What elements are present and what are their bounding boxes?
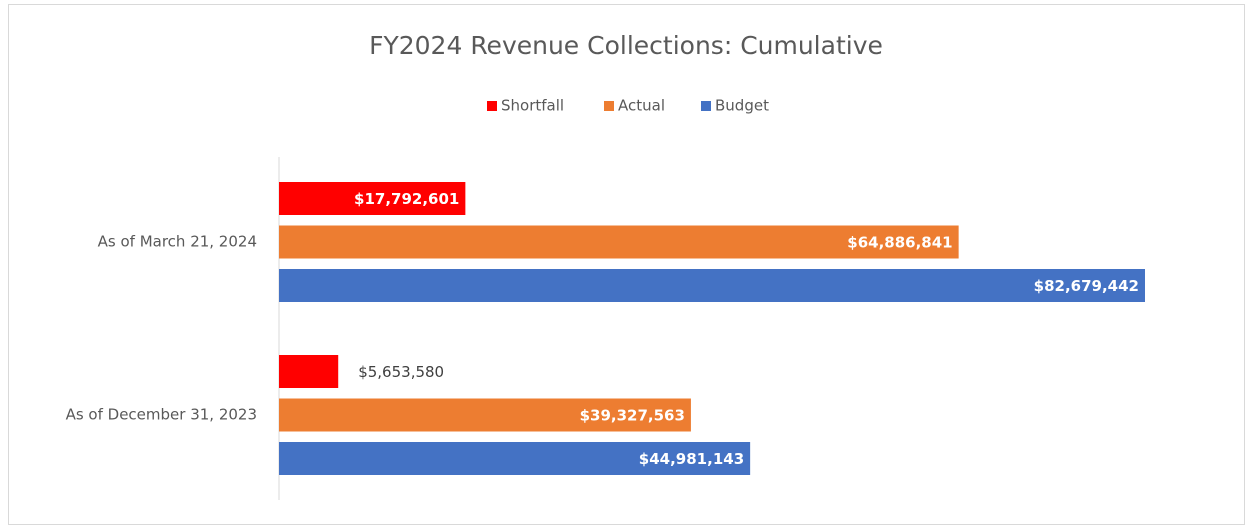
- chart-frame: [8, 4, 1245, 525]
- bar: [279, 398, 691, 432]
- legend-swatch: [604, 101, 614, 111]
- bar: [279, 225, 959, 259]
- bar: [279, 355, 339, 388]
- legend-swatch: [487, 101, 497, 111]
- data-label: $44,981,143: [639, 450, 744, 468]
- data-label: $5,653,580: [358, 363, 444, 381]
- chart-title: FY2024 Revenue Collections: Cumulative: [369, 31, 883, 60]
- data-label: $39,327,563: [580, 407, 685, 425]
- data-label: $82,679,442: [1034, 277, 1139, 295]
- data-label: $17,792,601: [354, 190, 459, 208]
- legend-label: Actual: [618, 97, 665, 115]
- bar: [279, 269, 1145, 302]
- legend-label: Shortfall: [501, 97, 564, 115]
- bar: [279, 182, 466, 215]
- bar: [279, 442, 751, 475]
- legend-label: Budget: [715, 97, 769, 115]
- legend-swatch: [701, 101, 711, 111]
- data-label: $64,886,841: [847, 234, 952, 252]
- category-label: As of December 31, 2023: [66, 406, 257, 424]
- category-label: As of March 21, 2024: [98, 233, 257, 251]
